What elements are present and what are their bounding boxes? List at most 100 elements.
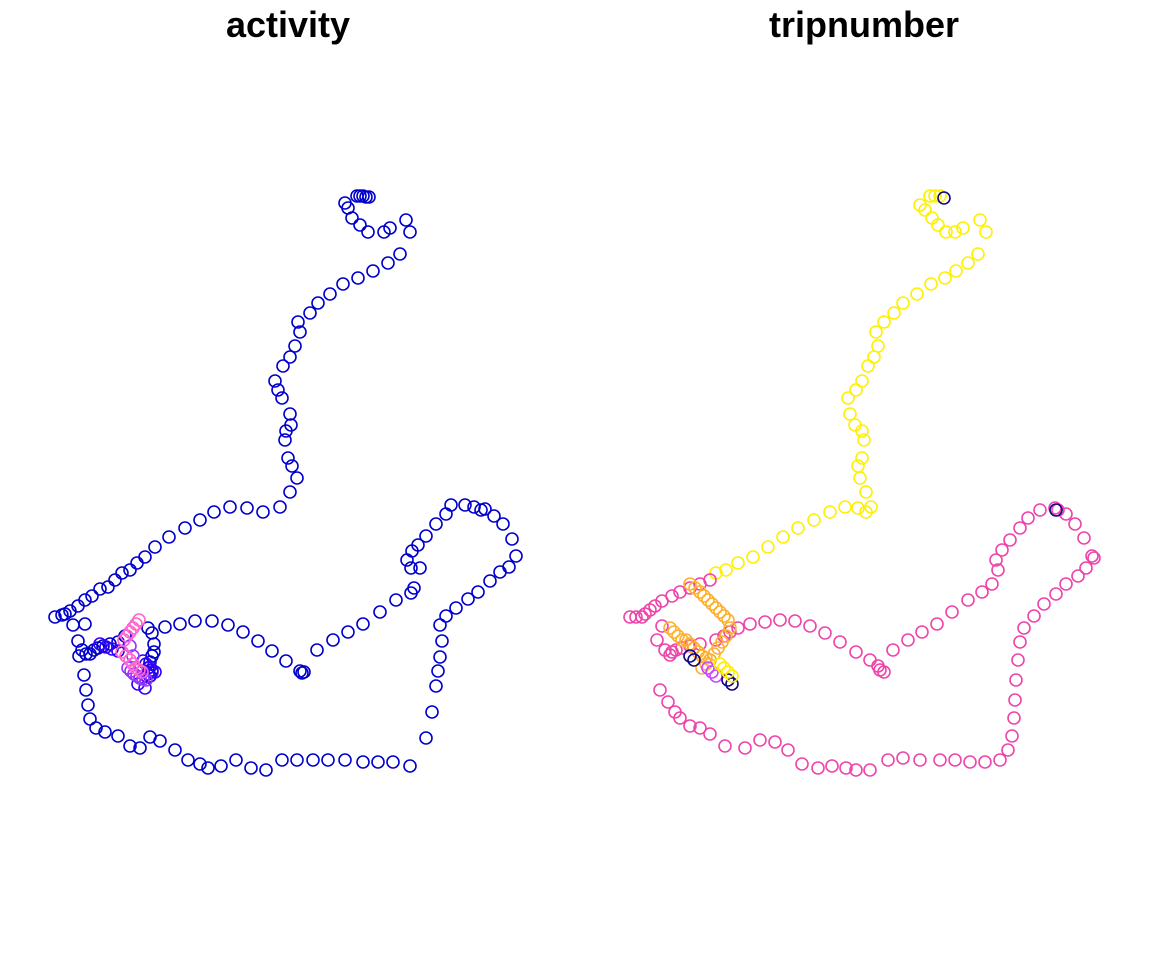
data-point [81,698,95,712]
data-point [918,203,932,217]
data-point [139,673,153,687]
data-point [668,705,682,719]
data-point [679,633,693,647]
data-point [1013,521,1027,535]
data-point [467,500,481,514]
data-point [496,517,510,531]
data-point [126,621,140,635]
data-point [718,739,732,753]
data-point [1013,635,1027,649]
data-point [271,383,285,397]
data-point [956,221,970,235]
data-point [105,642,119,656]
data-point [945,605,959,619]
data-point [928,189,942,203]
data-point [701,661,715,675]
data-point [431,664,445,678]
data-point [855,451,869,465]
data-point [1027,609,1041,623]
data-point [978,755,992,769]
data-point [803,619,817,633]
data-point [693,721,707,735]
data-point [143,730,157,744]
data-point [709,601,723,615]
data-point [761,540,775,554]
data-point [435,634,449,648]
data-point [381,256,395,270]
data-point [133,741,147,755]
data-point [788,614,802,628]
data-point [985,577,999,591]
data-point [719,563,733,577]
data-point [971,247,985,261]
data-point [825,759,839,773]
data-point [1003,533,1017,547]
data-point [661,695,675,709]
data-point [71,634,85,648]
data-point [1085,549,1099,563]
data-point [223,500,237,514]
data-point [99,640,113,654]
data-point [701,593,715,607]
data-point [425,705,439,719]
data-point [275,753,289,767]
data-point [937,191,951,205]
data-point [285,459,299,473]
data-point [863,653,877,667]
data-point [461,592,475,606]
data-point [833,635,847,649]
data-point [655,619,669,633]
data-point [509,549,523,563]
data-point [859,485,873,499]
data-point [351,271,365,285]
data-point [256,505,270,519]
data-point [278,433,292,447]
data-point [995,543,1009,557]
data-point [709,669,723,683]
data-point [1001,743,1015,757]
tripnumber-panel: tripnumber [576,0,1152,960]
data-point [993,753,1007,767]
data-point [723,621,737,635]
data-point [123,739,137,753]
data-point [975,585,989,599]
data-point [973,213,987,227]
data-point [132,613,146,627]
data-point [1049,503,1063,517]
activity-panel: activity [48,4,523,777]
data-point [310,643,324,657]
data-point [290,753,304,767]
data-point [403,759,417,773]
data-point [991,563,1005,577]
data-point [373,605,387,619]
tripnumber-panel-title: tripnumber [768,4,959,45]
data-point [669,643,683,657]
data-point [1037,597,1051,611]
data-point [658,643,672,657]
data-point [849,763,863,777]
tripnumber-series-3 [701,661,723,683]
data-point [949,264,963,278]
tripnumber-series-0 [709,189,993,580]
data-point [948,753,962,767]
data-point [877,665,891,679]
data-point [877,315,891,329]
data-point [791,521,805,535]
data-point [1008,693,1022,707]
data-point [743,617,757,631]
data-point [229,753,243,767]
data-point [931,218,945,232]
data-point [795,757,809,771]
data-point [240,501,254,515]
data-point [773,613,787,627]
data-point [429,679,443,693]
data-point [939,225,953,239]
data-point [869,325,883,339]
data-point [362,190,376,204]
data-point [807,513,821,527]
data-point [838,500,852,514]
data-point [849,645,863,659]
data-point [697,589,711,603]
data-point [244,761,258,775]
data-point [1009,673,1023,687]
